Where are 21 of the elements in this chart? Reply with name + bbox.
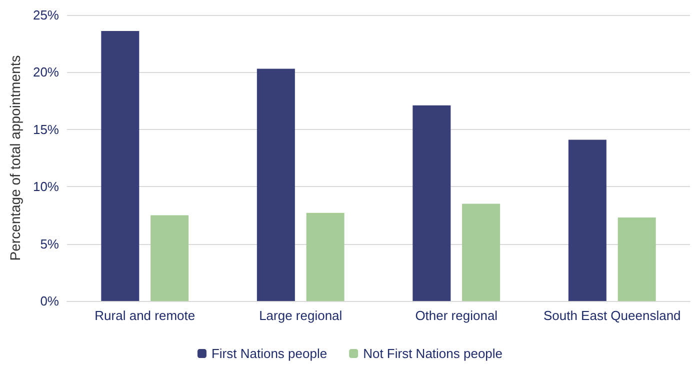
bar <box>306 212 344 301</box>
bar <box>150 215 189 301</box>
bar <box>568 140 606 301</box>
x-tick-label: Large regional <box>259 308 342 323</box>
legend-label: First Nations people <box>211 346 328 361</box>
y-tick-label: 25% <box>32 8 60 22</box>
legend-label: Not First Nations people <box>363 346 503 361</box>
x-tick-label: Other regional <box>415 308 498 323</box>
bar <box>618 217 656 301</box>
y-tick-label: 15% <box>32 122 60 137</box>
bar <box>256 68 295 301</box>
bar <box>462 204 500 301</box>
y-tick-label: 5% <box>40 236 60 252</box>
y-tick-label: 0% <box>40 294 60 308</box>
y-axis-title: Percentage of total appointments <box>7 55 23 261</box>
y-tick-label: 10% <box>32 179 60 194</box>
x-tick-label: Rural and remote <box>94 308 196 323</box>
y-tick-label: 20% <box>32 64 60 80</box>
bar <box>412 105 451 301</box>
bar <box>101 31 140 301</box>
x-tick-label: South East Queensland <box>543 308 681 323</box>
